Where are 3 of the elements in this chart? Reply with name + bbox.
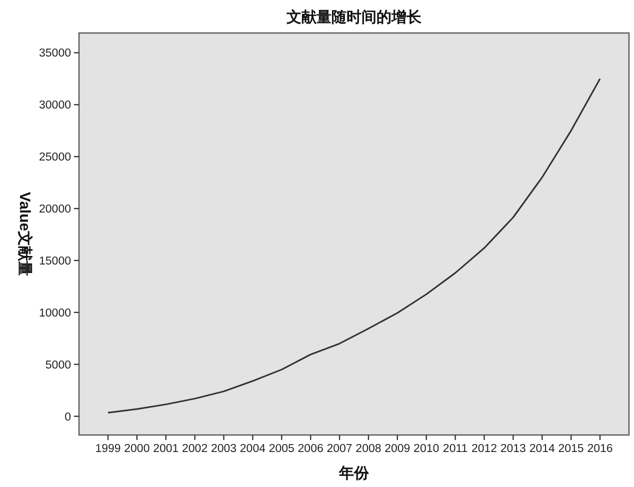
title: 文献量随时间的增长 (286, 9, 422, 26)
xlabel: 年份 (339, 465, 369, 482)
ylabel: Value文献量 (16, 192, 33, 276)
